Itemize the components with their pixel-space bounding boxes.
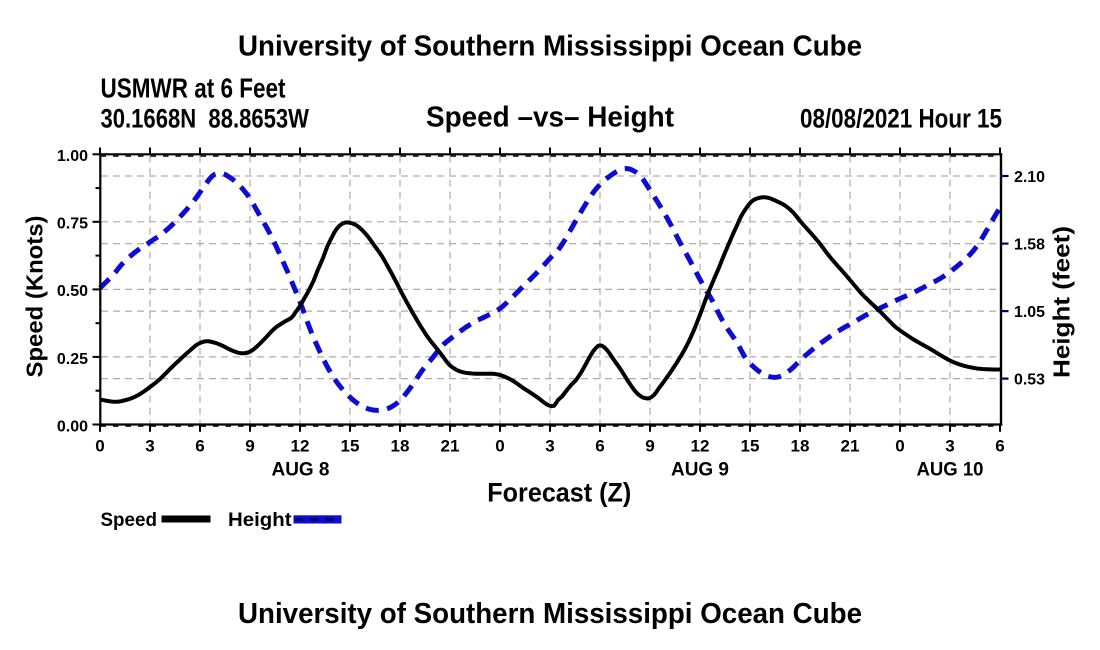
svg-text:0.53: 0.53 — [1014, 371, 1045, 388]
svg-text:6: 6 — [595, 437, 604, 456]
svg-text:0: 0 — [95, 437, 104, 456]
svg-text:6: 6 — [995, 437, 1004, 456]
svg-text:USMWR at 6 Feet: USMWR at 6 Feet — [101, 73, 286, 104]
svg-text:Speed (Knots): Speed (Knots) — [22, 216, 48, 378]
svg-text:0.75: 0.75 — [57, 216, 88, 233]
svg-text:21: 21 — [841, 437, 860, 456]
svg-text:1.58: 1.58 — [1014, 236, 1045, 253]
svg-text:21: 21 — [441, 437, 460, 456]
svg-text:12: 12 — [291, 437, 310, 456]
svg-text:15: 15 — [741, 437, 760, 456]
svg-text:9: 9 — [645, 437, 654, 456]
svg-text:0.50: 0.50 — [57, 283, 88, 300]
svg-text:University of Southern Mississ: University of Southern Mississippi Ocean… — [238, 598, 862, 630]
svg-text:3: 3 — [145, 437, 154, 456]
svg-text:30.1668N 88.8653W: 30.1668N 88.8653W — [101, 103, 310, 133]
svg-text:AUG 10: AUG 10 — [917, 460, 984, 481]
svg-text:3: 3 — [545, 437, 554, 456]
svg-text:Height (feet): Height (feet) — [1049, 226, 1075, 378]
svg-text:9: 9 — [245, 437, 254, 456]
svg-text:University of Southern Mississ: University of Southern Mississippi Ocean… — [238, 31, 862, 63]
svg-text:Speed –vs– Height: Speed –vs– Height — [426, 102, 674, 134]
svg-text:0.25: 0.25 — [57, 351, 88, 368]
svg-text:1.05: 1.05 — [1014, 304, 1045, 321]
svg-text:3: 3 — [945, 437, 954, 456]
svg-text:6: 6 — [195, 437, 204, 456]
svg-text:Forecast (Z): Forecast (Z) — [487, 478, 631, 508]
svg-text:0.00: 0.00 — [57, 418, 88, 435]
svg-text:0: 0 — [495, 437, 504, 456]
svg-text:0: 0 — [895, 437, 904, 456]
svg-text:15: 15 — [341, 437, 360, 456]
svg-text:08/08/2021 Hour 15: 08/08/2021 Hour 15 — [800, 104, 1002, 134]
svg-text:Height: Height — [228, 509, 292, 531]
svg-text:12: 12 — [691, 437, 710, 456]
svg-text:18: 18 — [391, 437, 410, 456]
svg-text:Speed: Speed — [101, 509, 158, 531]
svg-text:18: 18 — [791, 437, 810, 456]
svg-text:AUG 9: AUG 9 — [671, 460, 729, 481]
svg-text:AUG 8: AUG 8 — [272, 460, 330, 481]
svg-text:2.10: 2.10 — [1014, 169, 1045, 186]
svg-text:1.00: 1.00 — [57, 148, 88, 165]
